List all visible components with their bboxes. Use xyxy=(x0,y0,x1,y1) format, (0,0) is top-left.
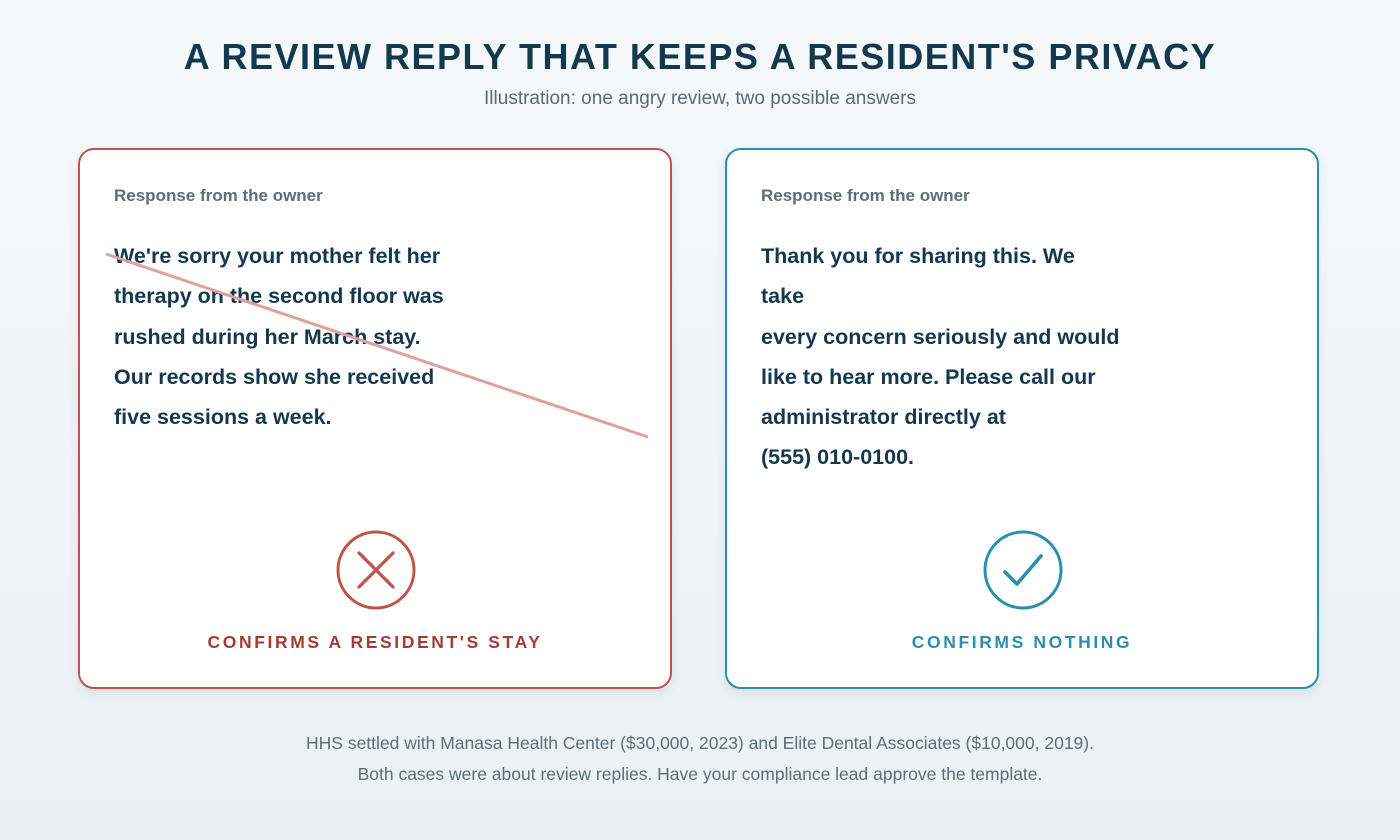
reply-line: like to hear more. Please call our xyxy=(761,364,1096,389)
footer-note: HHS settled with Manasa Health Center ($… xyxy=(0,728,1400,790)
footer-line: Both cases were about review replies. Ha… xyxy=(357,764,1043,784)
reply-line: Our records show she received xyxy=(114,364,435,389)
bad-reply-card: Response from the owner We're sorry your… xyxy=(78,148,672,689)
reply-line: therapy on the second floor was xyxy=(114,284,444,309)
page-title: A REVIEW REPLY THAT KEEPS A RESIDENT'S P… xyxy=(183,36,1217,77)
reply-line: (555) 010-0100. xyxy=(761,445,914,470)
card-label: Response from the owner xyxy=(114,186,323,205)
page-subtitle: Illustration: one angry review, two poss… xyxy=(484,88,916,109)
reply-text: Thank you for sharing this. We take ever… xyxy=(761,236,1121,478)
verdict-label: CONFIRMS A RESIDENT'S STAY xyxy=(207,632,543,652)
reply-line: five sessions a week. xyxy=(114,405,332,430)
reply-line: rushed during her March stay. xyxy=(114,324,421,349)
check-circle-icon xyxy=(983,530,1063,610)
x-circle-icon xyxy=(336,530,416,610)
reply-line: Thank you for sharing this. We take xyxy=(761,244,1075,309)
reply-text: We're sorry your mother felt her therapy… xyxy=(114,236,474,437)
reply-line: We're sorry your mother felt her xyxy=(114,244,441,268)
good-reply-card: Response from the owner Thank you for sh… xyxy=(725,148,1319,689)
reply-line: every concern seriously and would xyxy=(761,324,1120,349)
reply-line: administrator directly at xyxy=(761,405,1006,430)
footer-line: HHS settled with Manasa Health Center ($… xyxy=(306,733,1094,753)
card-label: Response from the owner xyxy=(761,186,970,205)
verdict-label: CONFIRMS NOTHING xyxy=(911,632,1133,652)
